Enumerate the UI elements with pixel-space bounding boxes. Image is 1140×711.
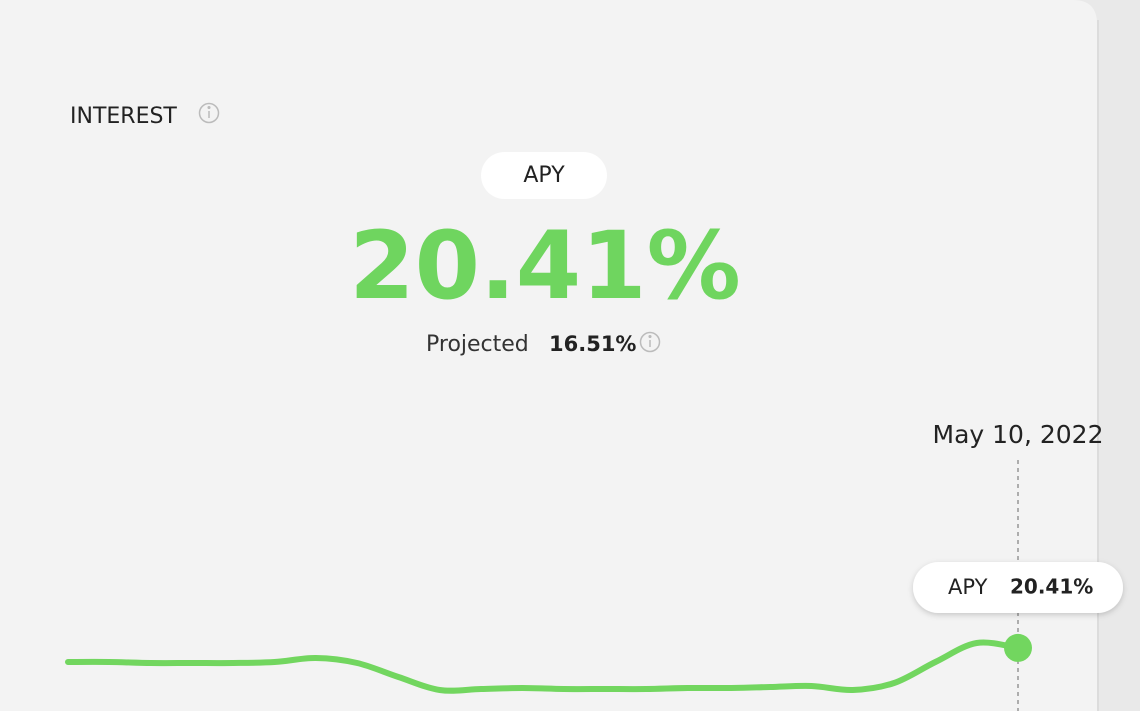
info-icon[interactable]	[198, 102, 220, 124]
tooltip	[913, 562, 1123, 613]
tooltip-label: APY	[948, 575, 988, 599]
apy-value: 20.41%	[349, 212, 741, 321]
info-icon[interactable]	[639, 331, 661, 353]
plot	[65, 633, 1032, 694]
apy-pill[interactable]	[481, 152, 607, 199]
projected-value: 16.51%	[549, 332, 636, 356]
apy-line	[65, 639, 1021, 694]
section-title: INTEREST	[70, 104, 177, 129]
tooltip-value: 20.41%	[1010, 575, 1093, 599]
hover-point	[1004, 633, 1032, 662]
hover-date: May 10, 2022	[933, 420, 1104, 449]
card	[0, 0, 1097, 711]
apy-pill-label: APY	[523, 163, 565, 188]
projected-label: Projected	[426, 332, 529, 357]
